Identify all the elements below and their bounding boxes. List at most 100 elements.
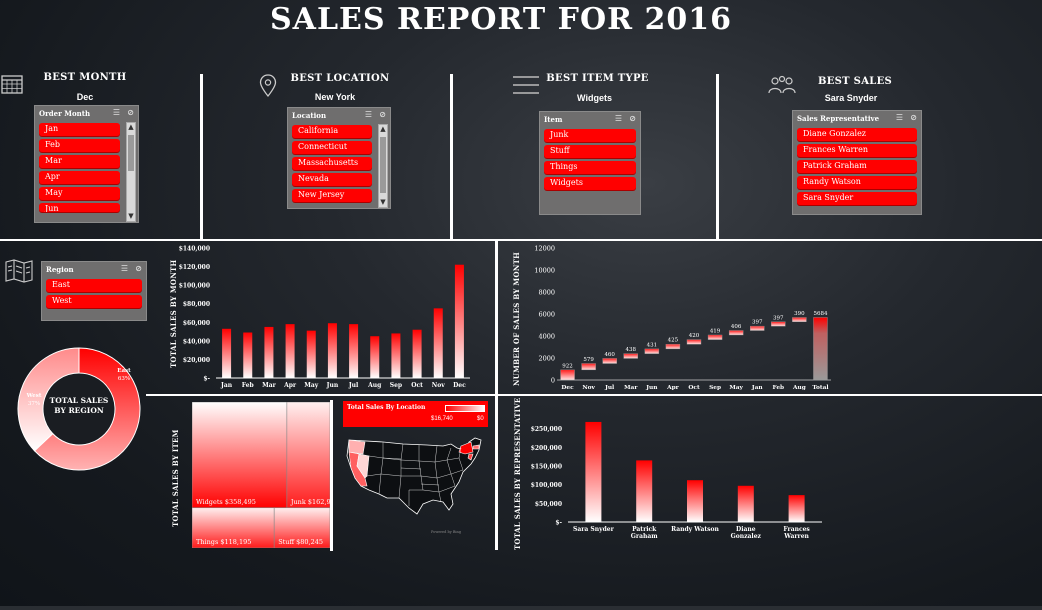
slicer-item[interactable]: New Jersey: [292, 189, 372, 202]
bar: [560, 369, 575, 381]
bar: [665, 343, 681, 350]
x-tick-label: May: [304, 382, 319, 389]
clear-filter-icon[interactable]: ⊘: [629, 114, 636, 123]
clear-filter-icon[interactable]: ⊘: [135, 264, 142, 273]
slice-value: 63%: [118, 376, 130, 382]
data-label: 397: [773, 315, 784, 321]
y-axis-label: TOTAL SALES BY ITEM: [171, 429, 180, 527]
x-tick-label: Sep: [709, 385, 721, 391]
data-label: 5684: [813, 311, 827, 317]
slicer-item[interactable]: Things: [544, 161, 636, 174]
scroll-down-icon[interactable]: ▼: [380, 198, 386, 206]
scroll-down-icon[interactable]: ▼: [128, 212, 134, 220]
slicer-item[interactable]: Massachusetts: [292, 157, 372, 170]
y-tick-label: $100,000: [531, 482, 562, 489]
bar: [433, 308, 443, 378]
slicer-item[interactable]: California: [292, 125, 372, 138]
location-slicer[interactable]: Location ☰ ⊘ California Connecticut Mass…: [287, 107, 391, 209]
multiselect-icon[interactable]: ☰: [364, 110, 372, 119]
bar: [222, 328, 232, 378]
multiselect-icon[interactable]: ☰: [895, 113, 903, 122]
multiselect-icon[interactable]: ☰: [614, 114, 622, 123]
slicer-item[interactable]: West: [46, 295, 142, 308]
bar: [306, 330, 316, 378]
data-label: 431: [647, 342, 658, 348]
multiselect-icon[interactable]: ☰: [112, 108, 120, 117]
slicer-header: Sales Representative ☰ ⊘: [793, 111, 921, 126]
order-month-slicer[interactable]: Order Month ☰ ⊘ Jan Feb Mar Apr May Jun …: [34, 105, 139, 223]
scroll-thumb[interactable]: [128, 135, 134, 171]
region-slicer[interactable]: Region ☰ ⊘ East West: [41, 261, 147, 321]
slicer-item[interactable]: Feb: [39, 139, 120, 152]
slicer-title: Region: [46, 265, 74, 274]
slicer-item[interactable]: East: [46, 279, 142, 292]
map-title: Total Sales By Location: [347, 404, 426, 411]
slicer-item[interactable]: Widgets: [544, 177, 636, 190]
bar: [737, 485, 754, 522]
x-tick-label: Warren: [783, 533, 809, 540]
number-of-sales-chart: 0 2000 4000 6000 8000 10000 12000 922 Dec 579 Nov 4…: [534, 245, 831, 391]
donut-slice: [33, 347, 141, 471]
y-tick-label: $250,000: [531, 426, 562, 433]
clear-filter-icon[interactable]: ⊘: [379, 110, 386, 119]
clear-filter-icon[interactable]: ⊘: [127, 108, 134, 117]
slicer-item[interactable]: Randy Watson: [797, 176, 917, 189]
bar: [370, 336, 380, 378]
slicer-title: Item: [544, 115, 563, 124]
x-tick-label: Jan: [751, 385, 763, 391]
scroll-up-icon[interactable]: ▲: [128, 123, 134, 131]
y-tick-label: $80,000: [183, 301, 210, 308]
best-sales-label: BEST SALES: [817, 76, 893, 87]
bar: [349, 324, 359, 378]
slicer-item[interactable]: Mar: [39, 155, 120, 168]
legend-min: $0: [477, 416, 484, 422]
multiselect-icon[interactable]: ☰: [120, 264, 128, 273]
item-slicer[interactable]: Item ☰ ⊘ Junk Stuff Things Widgets: [539, 111, 641, 215]
scrollbar[interactable]: ▲ ▼: [378, 124, 388, 208]
slicer-item[interactable]: Sara Snyder: [797, 192, 917, 205]
bar: [243, 332, 253, 378]
y-tick-label: $150,000: [531, 464, 562, 471]
treemap-label: Stuff $80,245: [278, 538, 323, 546]
x-tick-label: Mar: [262, 382, 277, 389]
slicer-item[interactable]: Jan: [39, 123, 120, 136]
y-tick-label: $100,000: [179, 283, 210, 290]
treemap-tile: [192, 402, 288, 509]
x-tick-label: Mar: [624, 385, 638, 391]
x-tick-label: Frances: [783, 526, 810, 533]
bar: [585, 421, 602, 522]
y-axis-label: TOTAL SALES BY MONTH: [169, 259, 178, 368]
list-icon: [513, 76, 539, 94]
clear-filter-icon[interactable]: ⊘: [910, 113, 917, 122]
slicer-item[interactable]: Diane Gonzalez: [797, 128, 917, 141]
bar: [636, 460, 653, 522]
y-tick-label: 2000: [538, 355, 555, 363]
x-tick-label: Apr: [283, 382, 297, 389]
slicer-item[interactable]: Jun: [39, 203, 120, 212]
people-icon: [768, 75, 796, 94]
slicer-item[interactable]: Junk: [544, 129, 636, 142]
slicer-item[interactable]: Nevada: [292, 173, 372, 186]
data-label: 425: [668, 338, 679, 344]
x-tick-label: Feb: [773, 385, 785, 391]
sales-rep-slicer[interactable]: Sales Representative ☰ ⊘ Diane Gonzalez …: [792, 110, 922, 215]
scroll-up-icon[interactable]: ▲: [380, 125, 386, 133]
slicer-item[interactable]: Apr: [39, 171, 120, 184]
slicer-item[interactable]: Stuff: [544, 145, 636, 158]
scrollbar[interactable]: ▲ ▼: [126, 122, 136, 222]
slicer-item[interactable]: Frances Warren: [797, 144, 917, 157]
bar: [264, 326, 274, 378]
treemap-tile: [192, 507, 275, 548]
massachusetts-region: [472, 444, 480, 450]
data-label: 397: [752, 320, 763, 326]
best-month-value: Dec: [76, 92, 94, 102]
slicer-item[interactable]: Patrick Graham: [797, 160, 917, 173]
slicer-header: Order Month ☰ ⊘: [35, 106, 138, 121]
x-tick-label: Jul: [348, 382, 359, 389]
scroll-thumb[interactable]: [380, 137, 386, 193]
slicer-item[interactable]: Connecticut: [292, 141, 372, 154]
us-map: Powered by Bing: [346, 437, 482, 534]
x-tick-label: Dec: [453, 382, 466, 389]
treemap-label: Widgets $358,495: [196, 498, 256, 506]
slicer-item[interactable]: May: [39, 187, 120, 200]
